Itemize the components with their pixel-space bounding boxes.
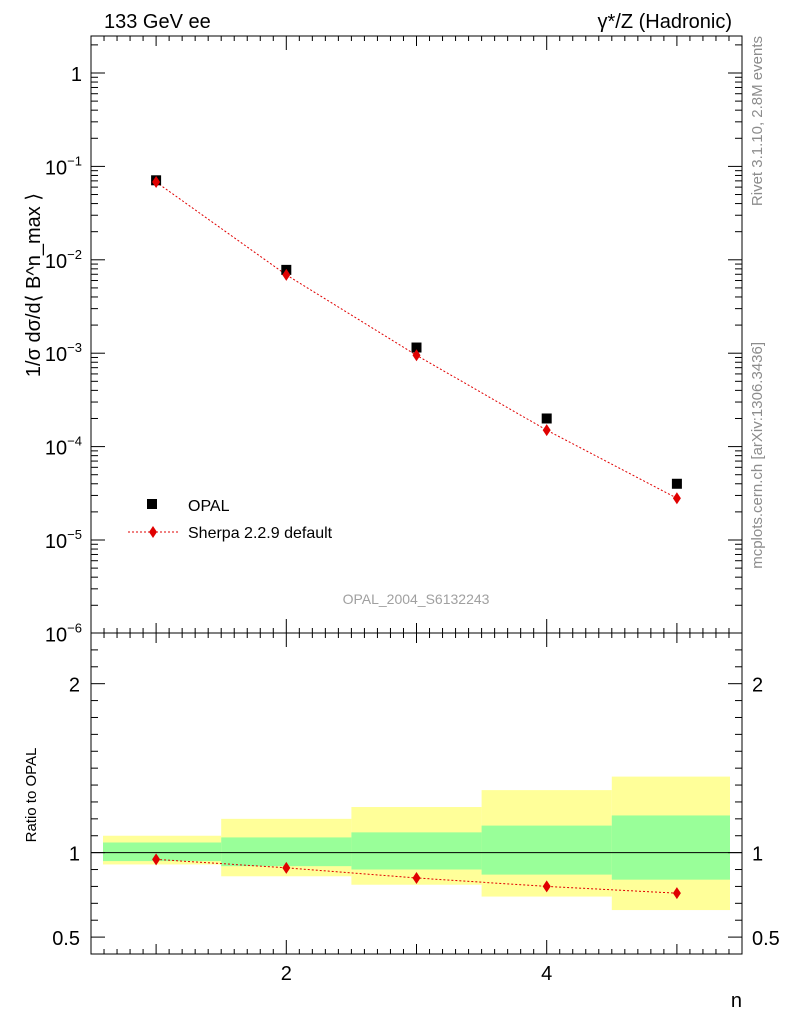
title-right: γ*/Z (Hadronic) [598,11,732,33]
sherpa-line [155,181,678,499]
sherpa-point [542,424,551,437]
opal-point [411,342,422,353]
lower-y-tick-label-right: 2 [752,675,763,697]
upper-y-tick-label: 10−6 [45,620,82,646]
rivet-label: Rivet 3.1.10, 2.8M events [749,36,766,206]
sherpa-point [282,268,291,281]
lower-y-tick-label-right: 0.5 [752,928,780,950]
legend-sherpa-marker [149,526,157,538]
mcplots-label: mcplots.cern.ch [arXiv:1306.3436] [749,342,766,569]
ratio-stat-band [221,837,352,867]
upper-plot-frame [90,35,743,634]
upper-y-axis-label: 1/σ dσ/d⟨ B^n_max ⟩ [23,193,45,377]
upper-axis-ticks: 1 10−1 10−2 10−3 10−4 10−5 10−6 [45,36,742,646]
lower-y-axis-label: Ratio to OPAL [23,748,40,843]
ratio-stat-band [481,825,612,875]
lower-y-tick-label-left: 1 [69,844,80,866]
x-axis-label: n [731,990,742,1012]
legend-opal-marker [147,499,157,509]
ratio-series [152,853,681,900]
upper-y-tick-label: 10−1 [45,153,82,179]
sherpa-point [412,349,421,362]
lower-y-tick-label-left: 2 [69,675,80,697]
upper-y-tick-label: 10−2 [45,247,82,273]
ratio-bands [91,776,742,911]
ratio-stat-band [103,842,222,862]
ratio-sherpa-point [412,871,421,884]
sherpa-point [672,492,681,505]
x-tick-label: 2 [281,963,292,985]
legend-sherpa-label: Sherpa 2.2.9 default [188,525,333,542]
ratio-sherpa-point [542,880,551,893]
ratio-sherpa-point [282,861,291,874]
upper-y-tick-label: 1 [71,64,82,86]
x-tick-label: 4 [541,963,552,985]
upper-y-tick-label: 10−3 [45,340,82,366]
lower-y-tick-label-right: 1 [752,844,763,866]
opal-point [541,413,552,424]
title-left: 133 GeV ee [104,11,211,33]
ratio-sherpa-point [672,887,681,900]
ratio-sherpa-point [152,853,161,866]
lower-axis-ticks: 0.5 0.5 1 1 2 2 2 4 [52,633,780,985]
upper-y-tick-label: 10−5 [45,527,82,553]
legend: OPAL Sherpa 2.2.9 default [128,498,333,542]
ratio-stat-band [611,815,730,880]
legend-opal-label: OPAL [188,498,230,515]
opal-point [671,478,682,489]
ratio-stat-band [351,832,482,870]
lower-plot-frame [90,632,743,955]
sherpa-point [152,176,161,189]
upper-series [151,175,682,505]
analysis-watermark: OPAL_2004_S6132243 [343,591,490,607]
upper-y-tick-label: 10−4 [45,434,82,460]
lower-y-tick-label-left: 0.5 [52,928,80,950]
